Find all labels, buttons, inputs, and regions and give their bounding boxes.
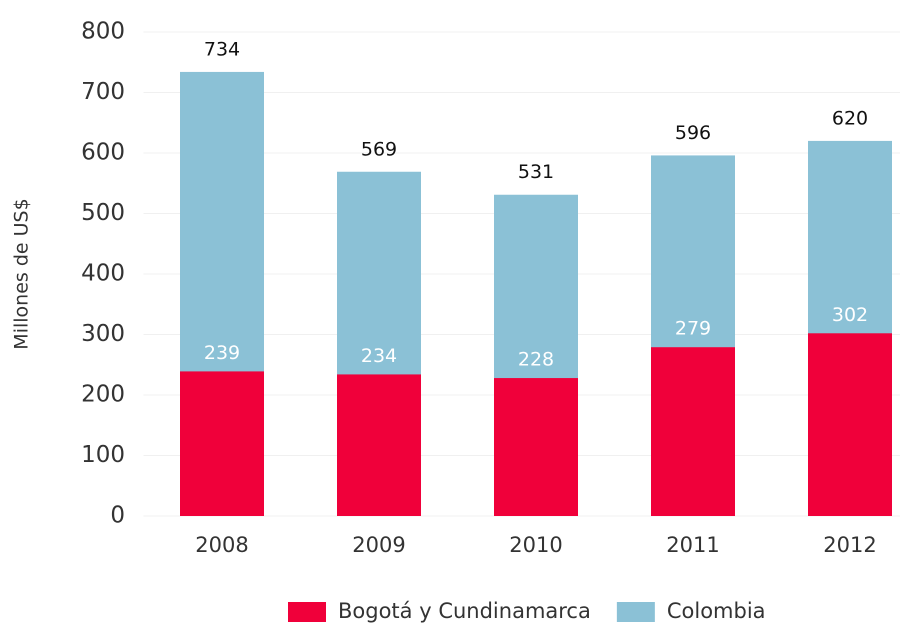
bar [180,371,264,516]
y-tick-label: 800 [81,19,125,45]
data-label: 531 [518,161,554,183]
x-tick-label: 2008 [195,533,248,557]
data-label: 734 [204,38,240,60]
data-label: 596 [675,122,711,144]
y-tick-label: 0 [110,503,125,529]
y-tick-label: 100 [81,442,125,468]
legend-swatch [616,602,655,622]
x-tick-label: 2012 [823,533,876,557]
y-tick-label: 700 [81,79,125,105]
data-label: 234 [361,345,397,367]
x-tick-label: 2009 [352,533,405,557]
y-tick-label: 500 [81,200,125,226]
legend-swatch [288,602,326,622]
y-tick-label: 400 [81,261,125,287]
data-label: 620 [832,107,868,129]
bar [808,333,892,516]
y-axis-label: Millones de US$ [11,198,33,349]
y-tick-label: 300 [81,321,125,347]
data-label: 279 [675,318,711,340]
bar [337,374,421,516]
data-label: 569 [361,138,397,160]
x-tick-label: 2010 [509,533,562,557]
legend-label: Colombia [667,599,766,623]
y-tick-label: 200 [81,382,125,408]
bar [651,347,735,516]
bar [494,378,578,516]
y-tick-label: 600 [81,140,125,166]
data-label: 302 [832,304,868,326]
data-label: 228 [518,349,554,371]
data-label: 239 [204,342,240,364]
legend-label: Bogotá y Cundinamarca [338,599,591,623]
x-tick-label: 2011 [666,533,719,557]
